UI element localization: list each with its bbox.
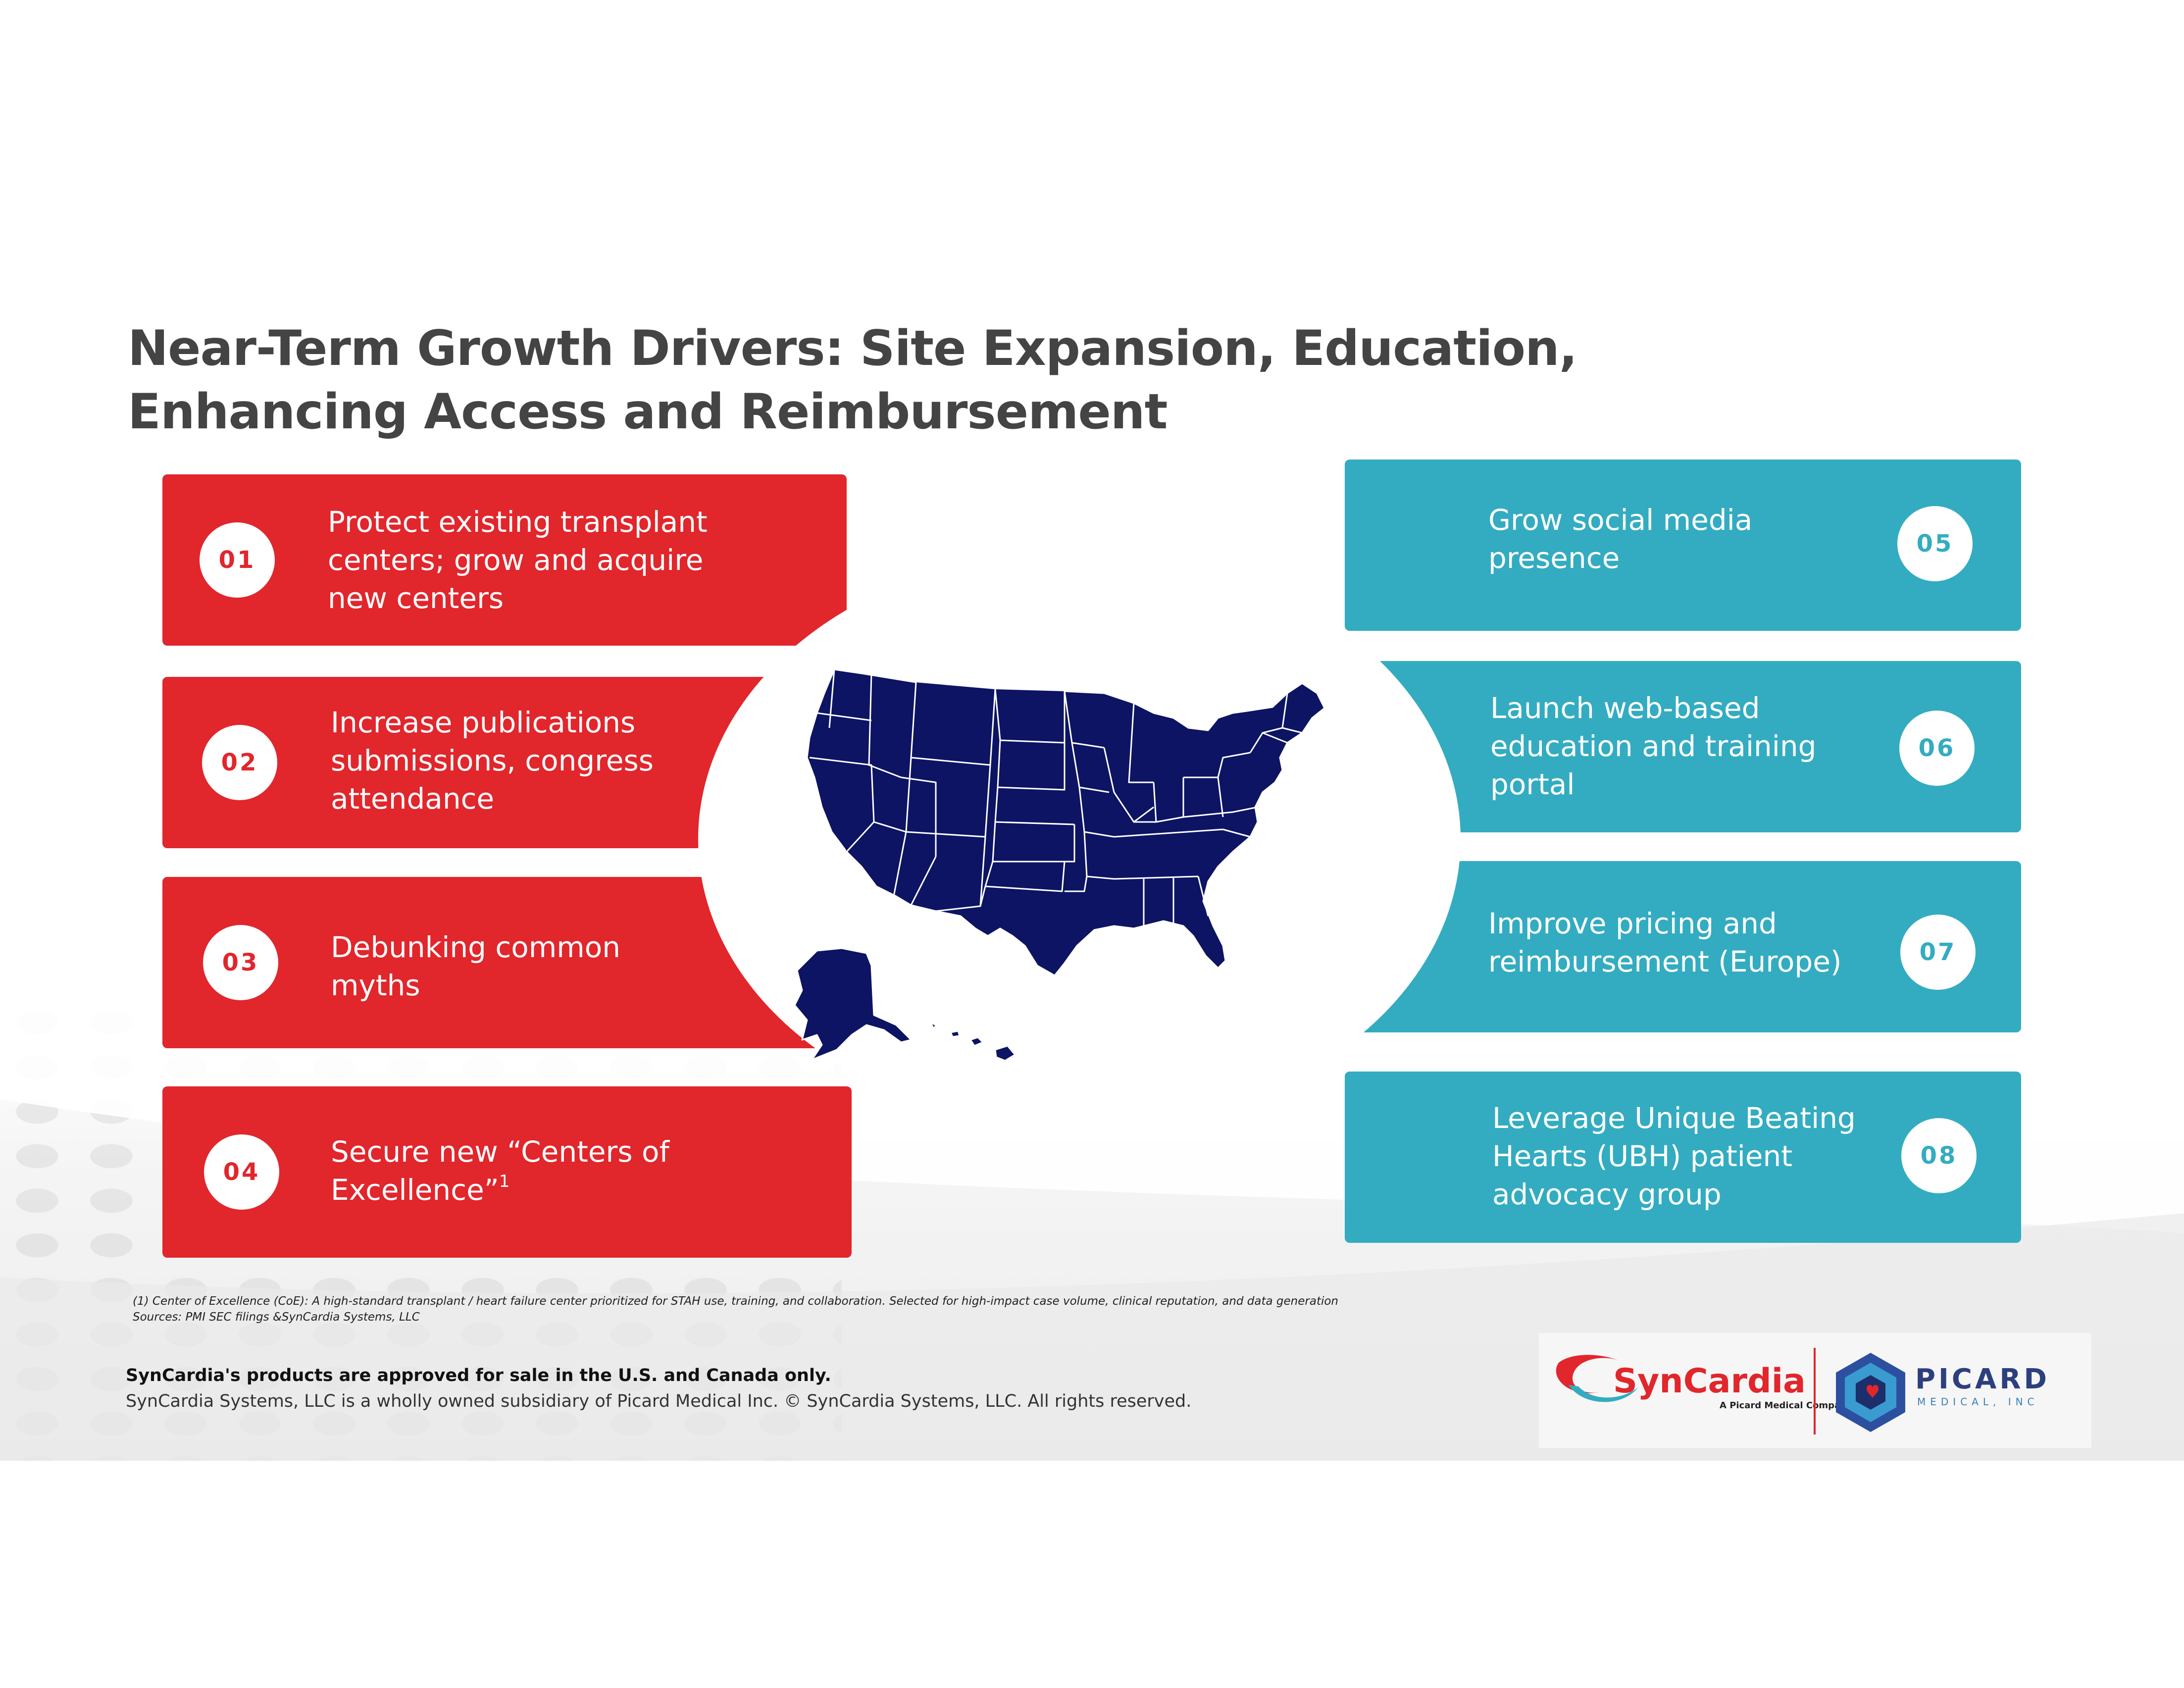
partner-logos: SynCardia A Picard Medical Company PICAR… [1539, 1333, 2091, 1448]
driver-text-line: new centers [328, 581, 504, 615]
driver-number-badge: 07 [1900, 915, 1976, 990]
driver-text-line: education and training [1490, 729, 1817, 763]
title-line-1: Near-Term Growth Drivers: Site Expansion… [128, 320, 1577, 377]
driver-text-line: advocacy group [1492, 1177, 1722, 1211]
driver-number-badge: 08 [1901, 1118, 1977, 1193]
driver-number-badge: 03 [203, 925, 278, 1000]
driver-text-line: Protect existing transplant [328, 505, 708, 539]
footnote-coe: (1) Center of Excellence (CoE): A high-s… [133, 1295, 1339, 1308]
driver-number-badge: 06 [1899, 711, 1975, 786]
slide-title: Near-Term Growth Drivers: Site Expansion… [128, 317, 1712, 444]
picard-wordmark: PICARD [1915, 1363, 2050, 1395]
title-line-2: Enhancing Access and Reimbursement [128, 384, 1168, 440]
page-lower-blank [0, 1461, 2184, 1688]
driver-number-badge: 01 [200, 522, 275, 598]
driver-text-line: Debunking common [331, 930, 621, 964]
driver-text: Increase publications submissions, congr… [331, 704, 654, 818]
driver-text: Leverage Unique Beating Hearts (UBH) pat… [1492, 1099, 1856, 1214]
driver-text: Secure new “Centers of Excellence”1 [331, 1133, 669, 1209]
us-map-icon [794, 668, 1325, 1062]
approval-notice: SynCardia's products are approved for sa… [126, 1366, 831, 1385]
driver-number-badge: 05 [1897, 506, 1973, 581]
driver-text-line: reimbursement (Europe) [1488, 945, 1842, 978]
driver-number-badge: 02 [202, 725, 277, 800]
driver-text-line: presence [1488, 541, 1620, 575]
driver-text-line: Secure new “Centers of [331, 1135, 669, 1169]
driver-text-line: Excellence”1 [331, 1171, 669, 1209]
picard-subtitle: MEDICAL, INC [1917, 1396, 2039, 1408]
driver-card-07: Improve pricing and reimbursement (Europ… [1345, 861, 2021, 1032]
footnote-marker: 1 [499, 1172, 510, 1191]
driver-text-line: Increase publications [331, 706, 636, 739]
footnotes: (1) Center of Excellence (CoE): A high-s… [133, 1293, 1338, 1325]
driver-text: Launch web-based education and training … [1490, 689, 1816, 804]
driver-text-line: centers; grow and acquire [328, 543, 704, 577]
driver-text-line: Hearts (UBH) patient [1492, 1139, 1793, 1173]
driver-card-01: 01 Protect existing transplant centers; … [162, 474, 847, 646]
driver-card-04: 04 Secure new “Centers of Excellence”1 [162, 1086, 852, 1258]
driver-text-line: submissions, congress [331, 744, 654, 777]
footnote-sources: Sources: PMI SEC filings &SynCardia Syst… [133, 1311, 420, 1324]
driver-card-05: Grow social media presence 05 [1345, 460, 2021, 631]
driver-text: Debunking common myths [331, 928, 620, 1005]
driver-card-08: Leverage Unique Beating Hearts (UBH) pat… [1345, 1072, 2021, 1243]
ownership-notice: SynCardia Systems, LLC is a wholly owned… [126, 1391, 1192, 1411]
driver-number-badge: 04 [204, 1134, 279, 1210]
driver-text-line: attendance [331, 782, 495, 816]
driver-text: Grow social media presence [1488, 501, 1752, 577]
driver-text-line: Grow social media [1488, 503, 1753, 537]
syncardia-logo-icon: SynCardia A Picard Medical Company PICAR… [1556, 1348, 2050, 1434]
driver-text-line: Leverage Unique Beating [1492, 1101, 1856, 1135]
driver-text-line: Launch web-based [1490, 691, 1760, 725]
driver-text: Protect existing transplant centers; gro… [328, 503, 708, 617]
syncardia-wordmark: SynCardia [1613, 1362, 1806, 1401]
driver-text-line: Improve pricing and [1488, 907, 1777, 940]
driver-text-line-part: Excellence” [331, 1173, 499, 1207]
driver-text-line: portal [1490, 767, 1575, 801]
driver-text-line: myths [331, 969, 420, 1002]
driver-text: Improve pricing and reimbursement (Europ… [1488, 905, 1842, 981]
syncardia-tagline: A Picard Medical Company [1720, 1400, 1853, 1411]
driver-card-06: Launch web-based education and training … [1345, 661, 2021, 832]
picard-emblem [1836, 1353, 1905, 1432]
